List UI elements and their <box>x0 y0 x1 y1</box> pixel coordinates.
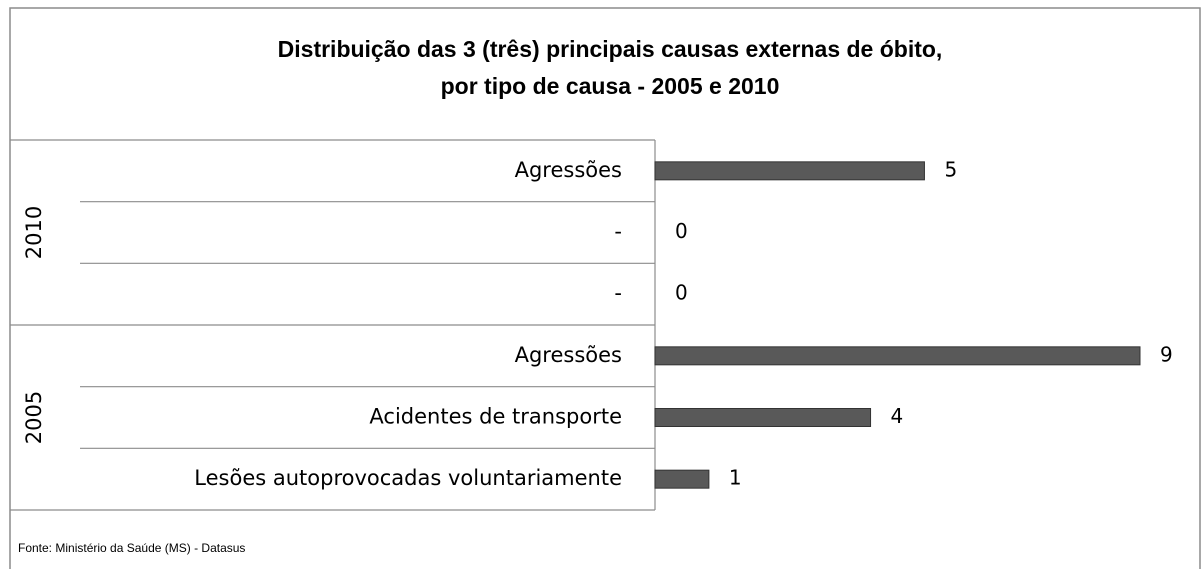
chart-frame <box>9 7 1201 569</box>
value-label: 0 <box>675 219 688 243</box>
chart-title: Distribuição das 3 (três) principais cau… <box>278 36 943 62</box>
category-label: - <box>614 281 622 305</box>
bar <box>654 469 710 489</box>
bar <box>654 408 872 427</box>
bar <box>654 346 1141 366</box>
group-label: 2010 <box>22 206 46 259</box>
category-label: Acidentes de transporte <box>369 405 622 429</box>
value-label: 4 <box>891 404 904 428</box>
bar <box>654 161 925 181</box>
value-label: 0 <box>675 281 688 305</box>
value-label: 9 <box>1160 342 1173 366</box>
group-label: 2005 <box>22 391 46 444</box>
chart-title: por tipo de causa - 2005 e 2010 <box>441 73 780 99</box>
category-label: Lesões autoprovocadas voluntariamente <box>194 466 622 490</box>
category-label: Agressões <box>515 158 622 182</box>
category-label: Agressões <box>515 343 622 367</box>
value-label: 5 <box>944 157 957 181</box>
category-label: - <box>614 220 622 244</box>
source-note: Fonte: Ministério da Saúde (MS) - Datasu… <box>18 541 245 555</box>
value-label: 1 <box>729 466 742 490</box>
